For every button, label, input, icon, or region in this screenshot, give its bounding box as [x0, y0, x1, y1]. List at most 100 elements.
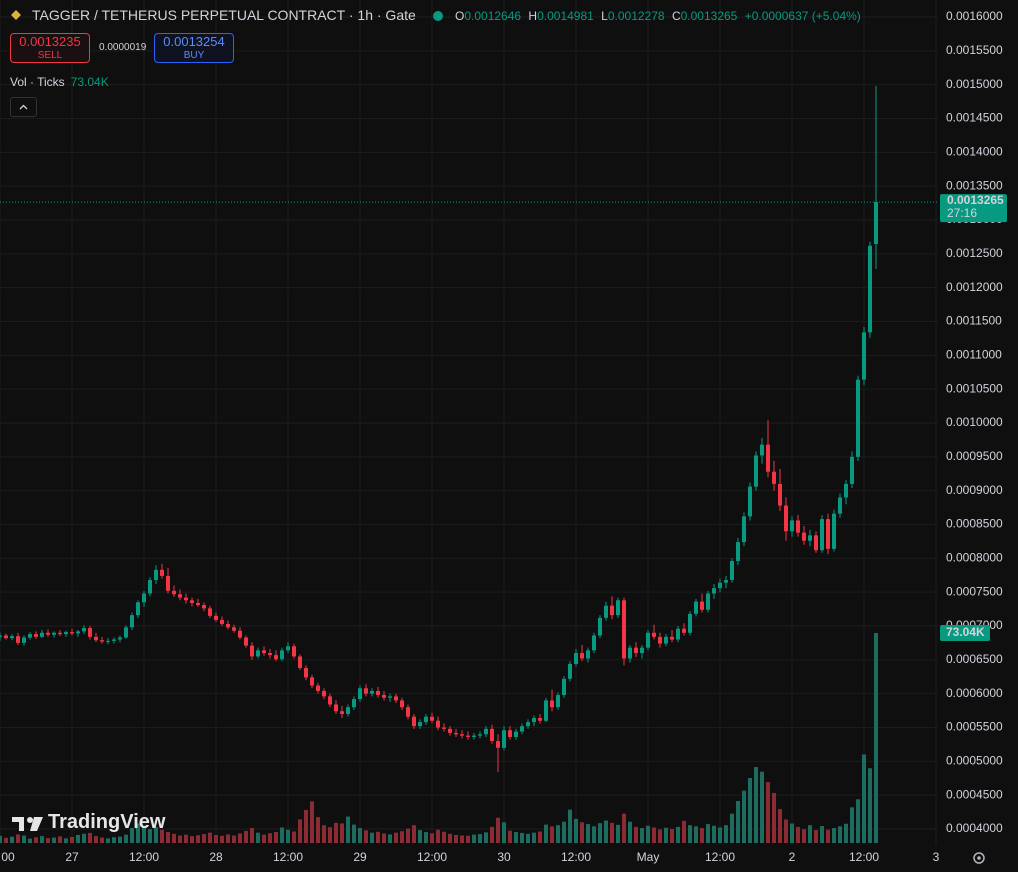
candle-body: [76, 631, 80, 634]
collapse-button[interactable]: [10, 97, 37, 117]
candle-body: [286, 646, 290, 651]
volume-bar: [586, 824, 590, 843]
x-tick-label: 12:00: [129, 850, 159, 864]
volume-bar: [760, 771, 764, 843]
candle-body: [520, 726, 524, 732]
candle-body: [112, 639, 116, 641]
volume-bar: [100, 837, 104, 843]
volume-bar: [376, 831, 380, 843]
x-tick-label: 00: [1, 850, 15, 864]
volume-bar: [682, 820, 686, 843]
candle-body: [364, 688, 368, 694]
volume-bar: [736, 801, 740, 843]
volume-bar: [706, 824, 710, 843]
volume-bar: [700, 828, 704, 843]
volume-bar: [514, 832, 518, 843]
candle-body: [568, 663, 572, 679]
volume-bar: [310, 801, 314, 843]
candle-body: [382, 695, 386, 698]
candle-body: [322, 690, 326, 697]
candle-body: [796, 520, 800, 533]
volume-bar: [472, 834, 476, 843]
y-tick-label: 0.0015000: [946, 77, 1003, 91]
sell-label: SELL: [37, 50, 63, 61]
volume-bar: [538, 831, 542, 843]
candle-body: [22, 637, 26, 643]
sell-button[interactable]: 0.0013235 SELL: [10, 33, 90, 63]
volume-bar: [4, 837, 8, 843]
volume-bar: [796, 826, 800, 843]
candle-body: [358, 688, 362, 700]
ohlc-value: 0.0014981: [537, 9, 594, 23]
volume-bar: [124, 834, 128, 843]
logo-icon: [12, 817, 43, 831]
volume-bar: [94, 836, 98, 843]
x-tick-label: May: [637, 850, 660, 864]
volume-bar: [322, 825, 326, 843]
candle-body: [724, 579, 728, 583]
candle-body: [202, 605, 206, 609]
volume-bar: [370, 832, 374, 843]
candle-body: [730, 561, 734, 580]
candle-body: [184, 597, 188, 601]
candle-body: [346, 707, 350, 714]
ohlc-letter: O: [455, 9, 465, 23]
volume-bar: [118, 836, 122, 843]
volume-bar: [214, 834, 218, 843]
y-tick-label: 0.0004500: [946, 787, 1003, 801]
volume-bar: [202, 834, 206, 843]
market-status: [433, 11, 443, 21]
volume-bar: [562, 821, 566, 843]
x-tick-label: 12:00: [417, 850, 447, 864]
volume-bar: [82, 833, 86, 843]
volume-box: [940, 625, 990, 641]
volume-bar: [34, 837, 38, 843]
volume-bar: [802, 829, 806, 843]
volume-bar: [256, 832, 260, 843]
candle-body: [826, 519, 830, 549]
volume-legend: Vol · Ticks 73.04K: [10, 75, 109, 89]
volume-bar: [598, 823, 602, 843]
candle-body: [160, 569, 164, 576]
candle-body: [784, 505, 788, 532]
candle-body: [394, 696, 398, 701]
candle-body: [328, 696, 332, 705]
candle-body: [190, 600, 194, 603]
volume-bar: [142, 825, 146, 843]
volume-bar: [328, 827, 332, 843]
candle-body: [772, 471, 776, 484]
volume-bar: [478, 834, 482, 843]
volume-bar: [592, 826, 596, 843]
volume-bar: [694, 826, 698, 843]
y-tick-label: 0.0010500: [946, 381, 1003, 395]
x-tick-label: 12:00: [561, 850, 591, 864]
volume-bar: [292, 831, 296, 843]
volume-bar: [550, 826, 554, 843]
volume-bar: [232, 835, 236, 843]
y-tick-label: 0.0005000: [946, 754, 1003, 768]
volume-bar: [412, 825, 416, 843]
candle-body: [16, 636, 20, 643]
candle-body: [340, 711, 344, 714]
volume-bar: [430, 833, 434, 843]
volume-bar: [130, 828, 134, 843]
candle-body: [490, 728, 494, 742]
buy-button[interactable]: 0.0013254 BUY: [154, 33, 234, 63]
settings-icon-core: [977, 856, 981, 860]
volume-bar: [220, 835, 224, 843]
y-tick-label: 0.0013500: [946, 178, 1003, 192]
x-tick-label: 2: [789, 850, 796, 864]
y-tick-label: 0.0012000: [946, 280, 1003, 294]
y-tick-label: 0.0011000: [946, 348, 1002, 362]
candle-body: [802, 532, 806, 541]
candle-body: [586, 650, 590, 659]
candle-body: [418, 722, 422, 727]
candle-body: [82, 628, 86, 632]
volume-bar: [154, 827, 158, 843]
y-tick-label: 0.0016000: [946, 9, 1003, 23]
candle-body: [148, 579, 152, 594]
candle-body: [46, 632, 50, 635]
ohlc-value: 0.0012278: [607, 9, 665, 23]
candle-body: [250, 645, 254, 657]
